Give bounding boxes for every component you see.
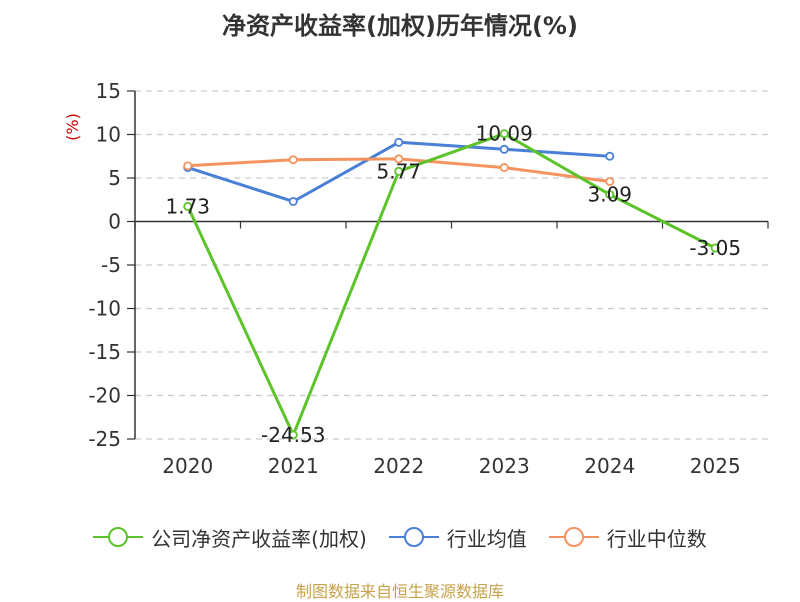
y-tick-label: -5: [101, 253, 121, 277]
grid-lines: [135, 90, 768, 440]
series-lines: [183, 129, 720, 440]
legend-marker-industry-mean: [388, 526, 439, 548]
point-0-0: [183, 201, 193, 211]
x-tick-label: 2021: [268, 454, 319, 478]
x-tick-label: 2022: [373, 454, 424, 478]
x-tick-label: 2023: [479, 454, 530, 478]
y-tick-label: 5: [108, 166, 121, 190]
legend-item-company[interactable]: 公司净资产收益率(加权): [93, 523, 367, 552]
point-0-3: [499, 129, 509, 139]
legend-label-company: 公司净资产收益率(加权): [151, 526, 367, 551]
point-2-3: [499, 163, 509, 173]
chart-title: 净资产收益率(加权)历年情况(%): [222, 12, 578, 40]
y-tick-label: -25: [88, 427, 121, 451]
legend-label-industry-median: 行业中位数: [606, 526, 707, 551]
y-tick-label: -15: [88, 340, 121, 364]
source-note: 制图数据来自恒生聚源数据库: [295, 582, 504, 601]
legend-marker-industry-median: [548, 526, 599, 548]
legend-item-industry-mean[interactable]: 行业均值: [388, 523, 527, 552]
x-tick-label: 2020: [162, 454, 213, 478]
legend-marker-company: [93, 526, 144, 548]
point-0-4: [605, 190, 615, 200]
point-0-5: [710, 243, 720, 253]
point-2-1: [288, 155, 298, 165]
data-label: 3.09: [587, 183, 632, 207]
x-tick-label: 2025: [690, 454, 741, 478]
point-1-1: [288, 196, 298, 206]
y-tick-label: -10: [88, 297, 121, 321]
legend: 公司净资产收益率(加权) 行业均值 行业中位数: [0, 522, 800, 552]
point-1-2: [394, 137, 404, 147]
point-2-2: [394, 154, 404, 164]
legend-item-industry-median[interactable]: 行业中位数: [548, 523, 707, 552]
point-2-0: [183, 161, 193, 171]
point-2-4: [605, 176, 615, 186]
data-labels: 1.73 -24.53 5.77 10.09 3.09 -3.05: [165, 122, 741, 447]
x-tick-label: 2024: [584, 454, 635, 478]
legend-label-industry-mean: 行业均值: [446, 526, 527, 551]
data-label: 10.09: [476, 122, 533, 146]
y-axis-unit-label: (%): [63, 113, 82, 141]
axes: 15 10 5 0 -5 -10 -15 -20 -25 (%) 2020 2021 2022 2023 2…: [63, 79, 769, 478]
data-label: 5.77: [376, 159, 421, 183]
point-0-2: [394, 166, 404, 176]
y-tick-label: 0: [108, 210, 121, 234]
data-label: -24.53: [261, 423, 325, 447]
point-1-4: [605, 151, 615, 161]
series-line-0: [186, 132, 716, 437]
point-0-1: [288, 430, 298, 440]
data-label: 1.73: [165, 194, 210, 218]
y-tick-label: 15: [96, 79, 121, 103]
data-label: -3.05: [689, 236, 741, 260]
y-tick-label: 10: [96, 123, 121, 147]
point-1-3: [499, 144, 509, 154]
y-tick-label: -20: [88, 384, 121, 408]
